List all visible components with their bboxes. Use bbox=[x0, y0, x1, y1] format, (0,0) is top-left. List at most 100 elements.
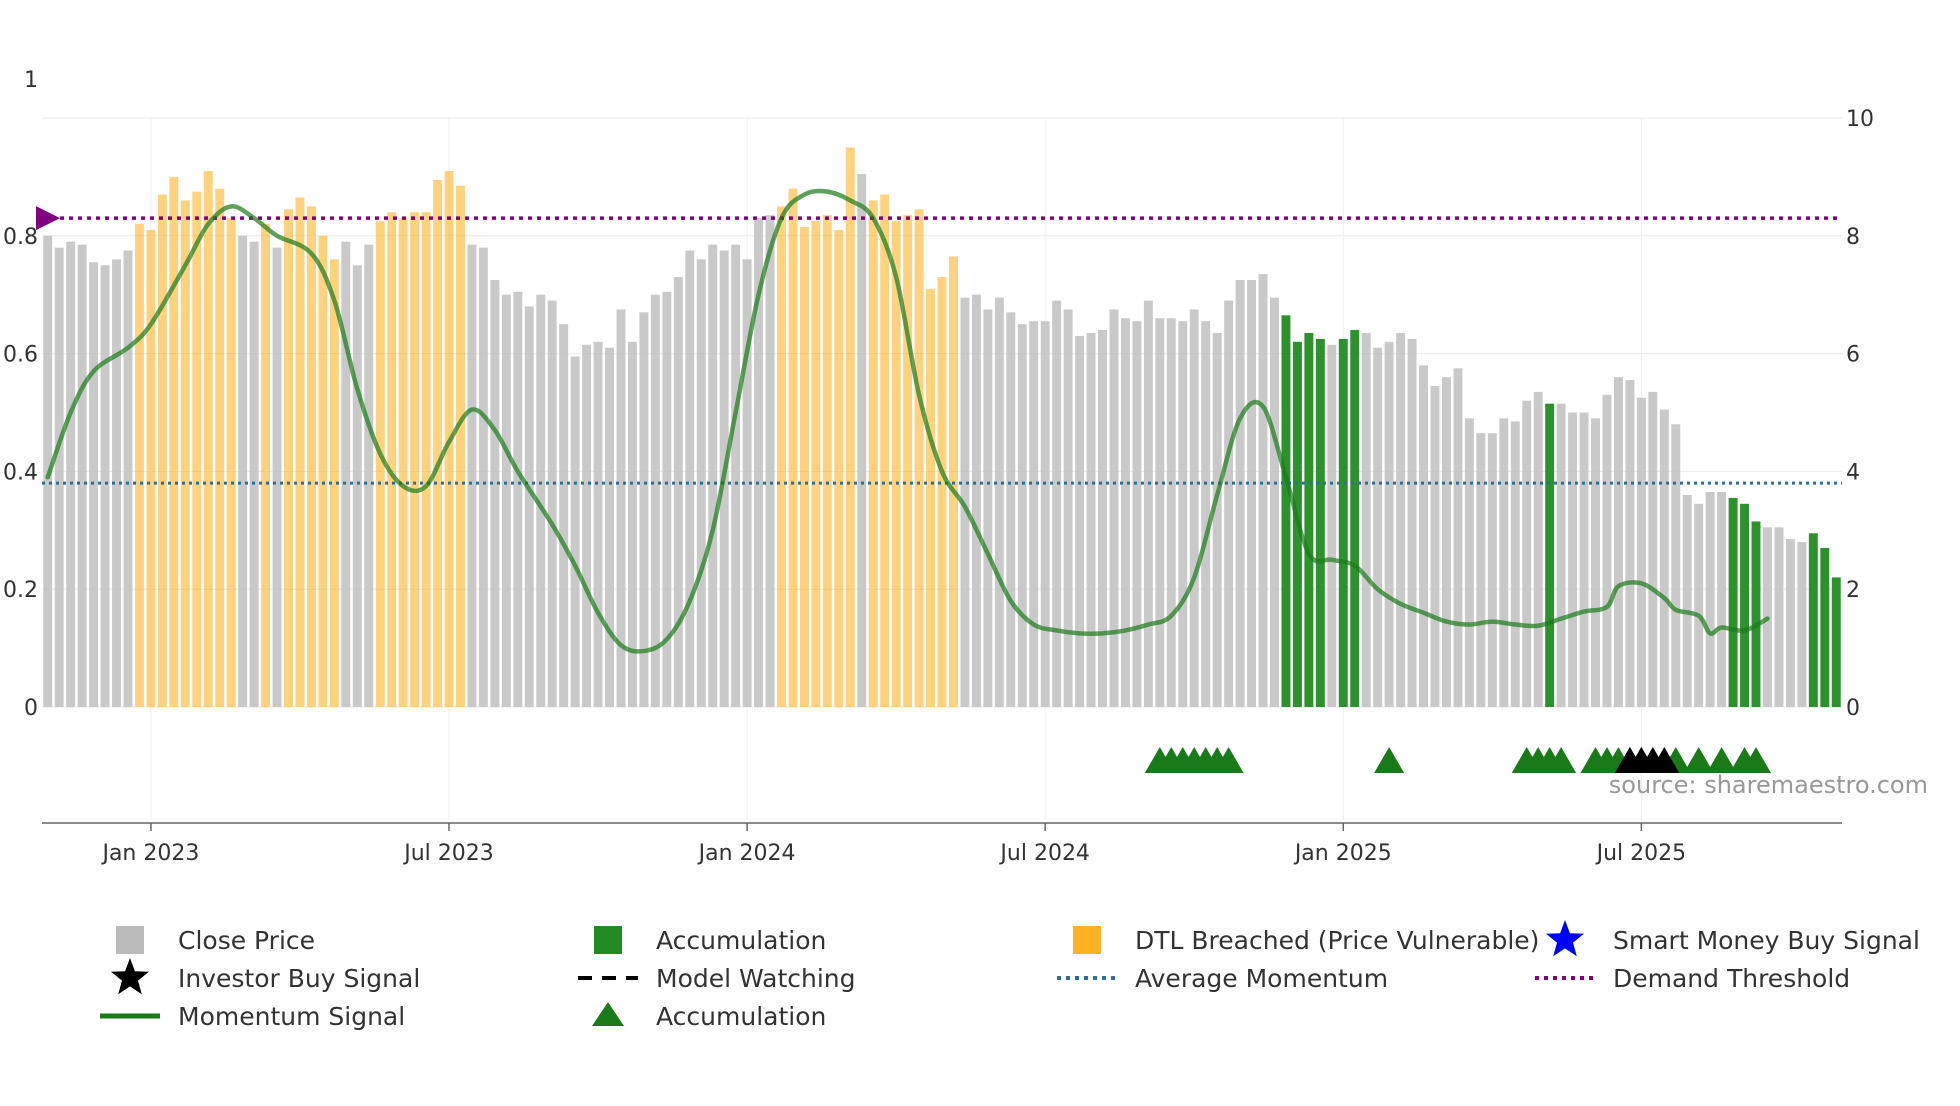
close-price-bar bbox=[352, 265, 362, 707]
close-price-bar bbox=[536, 294, 546, 707]
y-right-tick-label: 0 bbox=[1846, 696, 1860, 721]
close-price-bar bbox=[673, 277, 683, 707]
x-tick-label: Jul 2024 bbox=[998, 841, 1090, 866]
legend-label: Smart Money Buy Signal bbox=[1613, 926, 1920, 955]
close-price-bar bbox=[1625, 380, 1635, 707]
accumulation-bar bbox=[1304, 332, 1314, 707]
close-price-bar bbox=[616, 309, 626, 707]
axes: Jan 2023 Jul 2023 Jan 2024 Jul 2024 Jan 2025… bbox=[3, 68, 1874, 866]
legend-star-symbol bbox=[1546, 920, 1584, 957]
close-price-bar bbox=[1613, 377, 1623, 707]
close-price-bar bbox=[513, 291, 523, 707]
signal-markers bbox=[1144, 747, 1772, 773]
reference-lines bbox=[36, 206, 1842, 485]
close-price-bar bbox=[272, 247, 282, 707]
close-price-bar bbox=[341, 241, 351, 707]
close-price-bar bbox=[570, 356, 580, 707]
legend-item: Momentum Signal bbox=[100, 1002, 405, 1031]
legend-label: Model Watching bbox=[656, 964, 856, 993]
close-price-bar bbox=[249, 241, 259, 707]
close-price-bar bbox=[1522, 400, 1532, 707]
accumulation-bar bbox=[1728, 497, 1738, 707]
legend-triangle-symbol bbox=[592, 1002, 624, 1026]
legend-item: Model Watching bbox=[578, 964, 856, 993]
close-price-bar bbox=[66, 241, 76, 707]
dtl-breached-bar bbox=[157, 194, 167, 707]
demand-threshold-marker bbox=[36, 206, 60, 231]
close-price-bar bbox=[857, 173, 867, 707]
y-left-tick-label: 0.2 bbox=[3, 578, 38, 603]
close-price-bar bbox=[559, 324, 569, 707]
close-price-bar bbox=[100, 265, 110, 707]
close-price-bar bbox=[1510, 421, 1520, 707]
dtl-breached-bar bbox=[375, 221, 385, 707]
x-tick-label: Jan 2023 bbox=[100, 841, 199, 866]
dtl-breached-bar bbox=[261, 224, 271, 707]
close-price-bar bbox=[1453, 368, 1463, 707]
momentum-signal-line bbox=[45, 188, 1770, 654]
dtl-breached-bar bbox=[937, 277, 947, 707]
dtl-breached-bar bbox=[192, 191, 202, 707]
legend-item: DTL Breached (Price Vulnerable) bbox=[1073, 926, 1539, 955]
close-price-bar bbox=[1774, 527, 1784, 707]
close-price-bar bbox=[112, 259, 121, 707]
dtl-breached-bar bbox=[410, 212, 420, 708]
close-price-bar bbox=[1155, 318, 1165, 707]
x-tick-label: Jan 2025 bbox=[1293, 841, 1392, 866]
close-price-bar bbox=[593, 341, 603, 707]
price-bars bbox=[43, 147, 1841, 708]
close-price-bar bbox=[1591, 418, 1600, 707]
accumulation-marker bbox=[1374, 747, 1405, 773]
close-price-bar bbox=[1327, 344, 1337, 707]
close-price-bar bbox=[123, 250, 133, 707]
close-price-bar bbox=[994, 297, 1004, 707]
dtl-breached-bar bbox=[226, 218, 236, 707]
accumulation-bar bbox=[1740, 503, 1750, 707]
close-price-bar bbox=[1487, 433, 1497, 707]
dtl-breached-bar bbox=[180, 200, 190, 707]
close-price-bar bbox=[1029, 321, 1039, 707]
legend-star-symbol bbox=[111, 958, 149, 995]
dtl-breached-bar bbox=[456, 185, 465, 708]
close-price-bar bbox=[1109, 309, 1119, 707]
accumulation-marker bbox=[1683, 747, 1714, 773]
close-price-bar bbox=[501, 294, 511, 707]
close-price-bar bbox=[524, 306, 534, 707]
accumulation-bar bbox=[1350, 330, 1360, 707]
close-price-bar bbox=[1602, 394, 1612, 707]
close-price-bar bbox=[1201, 321, 1211, 707]
close-price-bar bbox=[708, 244, 718, 707]
close-price-bar bbox=[605, 347, 614, 707]
dtl-breached-bar bbox=[295, 197, 305, 707]
legend-label: Momentum Signal bbox=[178, 1002, 405, 1031]
accumulation-marker bbox=[1741, 747, 1772, 773]
dtl-breached-bar bbox=[880, 194, 890, 707]
close-price-bar bbox=[1373, 347, 1383, 707]
dtl-breached-bar bbox=[134, 224, 144, 707]
close-price-bar bbox=[1166, 318, 1176, 707]
y-right-tick-label: 2 bbox=[1846, 578, 1860, 603]
legend-label: DTL Breached (Price Vulnerable) bbox=[1135, 926, 1539, 955]
legend-label: Accumulation bbox=[656, 926, 826, 955]
dtl-breached-bar bbox=[914, 209, 924, 708]
legend-square-symbol bbox=[594, 926, 622, 954]
legend-item: Smart Money Buy Signal bbox=[1546, 920, 1920, 957]
investor-buy-marker bbox=[1649, 747, 1680, 773]
close-price-bar bbox=[1636, 397, 1646, 707]
dtl-breached-bar bbox=[811, 221, 821, 707]
x-tick-label: Jul 2025 bbox=[1595, 841, 1687, 866]
close-price-bar bbox=[1556, 403, 1566, 707]
accumulation-marker bbox=[1213, 747, 1244, 773]
x-tick-label: Jul 2023 bbox=[402, 841, 494, 866]
close-price-bar bbox=[1659, 409, 1669, 707]
legend-label: Accumulation bbox=[656, 1002, 826, 1031]
legend-item: Demand Threshold bbox=[1535, 964, 1850, 993]
close-price-bar bbox=[1006, 312, 1016, 707]
close-price-bar bbox=[731, 244, 741, 707]
dtl-breached-bar bbox=[433, 179, 443, 708]
accumulation-bar bbox=[1338, 338, 1348, 707]
close-price-bar bbox=[582, 344, 592, 707]
legend: Close Price Accumulation DTL Breached (Pri… bbox=[100, 920, 1920, 1031]
close-price-bar bbox=[1694, 503, 1704, 707]
close-price-bar bbox=[1270, 297, 1279, 707]
